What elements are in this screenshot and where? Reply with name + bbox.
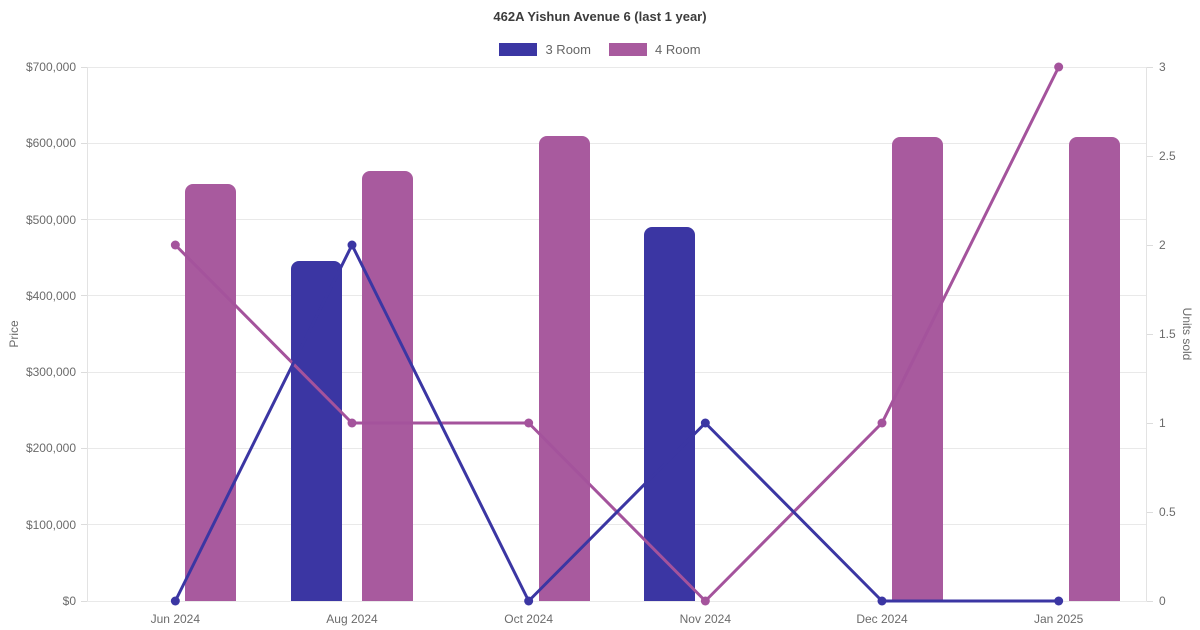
line-3-room (173, 243, 1061, 603)
price-tick-label: $0 (62, 594, 76, 608)
point-3-room-jan-2025[interactable] (1054, 596, 1064, 606)
point-4-room-jun-2024[interactable] (170, 240, 180, 250)
legend-swatch-icon (609, 43, 647, 56)
left-axis-tick (81, 447, 87, 449)
point-3-room-dec-2024[interactable] (877, 596, 887, 606)
gridline (87, 66, 1147, 68)
point-3-room-nov-2024[interactable] (700, 418, 710, 428)
left-axis-title: Price (7, 320, 21, 348)
price-tick-label: $600,000 (25, 136, 76, 151)
right-axis-tick (1147, 66, 1153, 68)
bar-3-room-nov-2024[interactable] (644, 227, 696, 601)
gridline (87, 371, 1147, 373)
x-axis-label: Dec 2024 (856, 612, 908, 626)
plot-area: $0 $100,000 $200,000 $300,000 $400,000 $500,0… (26, 60, 1176, 626)
x-axis-label: Nov 2024 (679, 612, 732, 626)
line-series-layer (170, 62, 1064, 606)
units-tick-label: 2.5 (1159, 149, 1176, 163)
right-axis-tick (1147, 600, 1153, 602)
price-tick-label: $700,000 (25, 60, 76, 74)
price-tick-label: $100,000 (25, 517, 76, 532)
bar-4-room-jan-2025[interactable] (1068, 137, 1120, 601)
right-axis-title: Units sold (1180, 307, 1194, 361)
point-4-room-aug-2024[interactable] (347, 418, 357, 428)
price-tick-label: $300,000 (25, 365, 76, 380)
left-axis-line (87, 67, 88, 601)
legend-swatch-icon (499, 43, 538, 56)
right-axis-tick (1147, 244, 1153, 246)
units-tick-label: 0.5 (1159, 505, 1176, 519)
units-tick-label: 3 (1159, 60, 1166, 74)
point-3-room-jun-2024[interactable] (170, 596, 180, 606)
gridline (87, 447, 1147, 449)
point-4-room-oct-2024[interactable] (524, 418, 534, 428)
right-axis-tick (1147, 333, 1153, 335)
bar-4-room-aug-2024[interactable] (362, 170, 413, 601)
chart-legend: 3 Room 4 Room (0, 42, 1200, 57)
left-axis-tick (81, 371, 87, 373)
x-axis-label: Jan 2025 (1033, 612, 1084, 626)
point-4-room-nov-2024[interactable] (700, 596, 710, 606)
units-tick-label: 1.5 (1159, 327, 1176, 341)
gridline (87, 600, 1147, 602)
x-axis-label: Jun 2024 (150, 612, 201, 626)
x-axis-label: Aug 2024 (326, 612, 378, 626)
gridline (87, 524, 1147, 526)
legend-label: 3 Room (545, 42, 591, 57)
bar-4-room-oct-2024[interactable] (538, 135, 590, 601)
legend-item-3-room[interactable]: 3 Room (499, 42, 591, 57)
left-axis-tick (81, 66, 87, 68)
units-tick-label: 2 (1159, 238, 1166, 252)
gridline (87, 142, 1147, 144)
right-axis-tick (1147, 422, 1153, 424)
left-axis-tick (81, 219, 87, 221)
price-tick-label: $500,000 (25, 212, 76, 227)
left-axis-tick (81, 142, 87, 144)
chart-title: 462A Yishun Avenue 6 (last 1 year) (493, 9, 707, 24)
right-axis-line (1146, 67, 1147, 601)
units-tick-label: 1 (1159, 416, 1166, 430)
left-axis-tick (81, 524, 87, 526)
x-axis-label: Oct 2024 (504, 612, 554, 626)
legend-label: 4 Room (655, 42, 701, 57)
gridline (87, 295, 1147, 297)
right-axis-tick (1147, 155, 1153, 157)
point-4-room-dec-2024[interactable] (877, 418, 887, 428)
bar-4-room-dec-2024[interactable] (892, 137, 943, 601)
left-axis-tick (81, 295, 87, 297)
units-tick-label: 0 (1159, 594, 1166, 608)
point-4-room-jan-2025[interactable] (1054, 62, 1064, 72)
gridline (87, 219, 1147, 221)
price-tick-label: $200,000 (25, 441, 76, 456)
legend-item-4-room[interactable]: 4 Room (609, 42, 701, 57)
right-axis-tick (1147, 511, 1153, 513)
point-3-room-oct-2024[interactable] (524, 596, 534, 606)
left-axis-tick (81, 600, 87, 602)
price-tick-label: $400,000 (25, 288, 76, 303)
point-3-room-aug-2024[interactable] (347, 240, 357, 250)
